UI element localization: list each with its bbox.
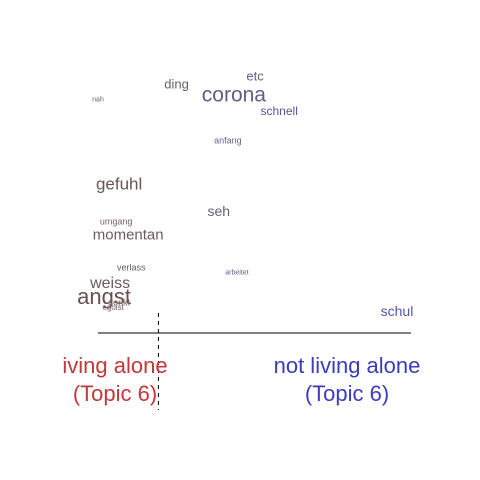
- word-label-arbeitet: arbeitet: [225, 269, 249, 277]
- word-label-denkt: denkt: [108, 297, 131, 308]
- word-label-schul: schul: [380, 302, 414, 319]
- word-label-verlass: verlass: [116, 262, 146, 273]
- word-label-weiss: weiss: [90, 274, 131, 292]
- word-label-schnell: schnell: [260, 104, 298, 119]
- word-label-umgang: umgang: [99, 216, 133, 227]
- word-label-nah: nah: [92, 96, 104, 104]
- word-label-etc: etc: [246, 68, 264, 84]
- word-label-corona: corona: [201, 83, 266, 107]
- word-label-ding: ding: [164, 76, 189, 92]
- left-group-label-line2: (Topic 6): [72, 381, 158, 406]
- left-group-label-line1: iving alone: [62, 353, 168, 378]
- right-group-label-line1: not living alone: [273, 353, 421, 378]
- word-label-egoist: egoist: [102, 303, 124, 312]
- right-group-label-line2: (Topic 6): [304, 381, 390, 406]
- left-group-label: iving alone (Topic 6): [62, 352, 167, 408]
- word-label-gefuhl: gefuhl: [95, 174, 143, 194]
- word-label-momentan: momentan: [92, 226, 164, 244]
- word-label-seh: seh: [207, 202, 231, 219]
- word-label-angst: angst: [77, 284, 131, 310]
- word-label-anfang: anfang: [214, 135, 242, 146]
- right-group-label: not living alone (Topic 6): [274, 352, 421, 408]
